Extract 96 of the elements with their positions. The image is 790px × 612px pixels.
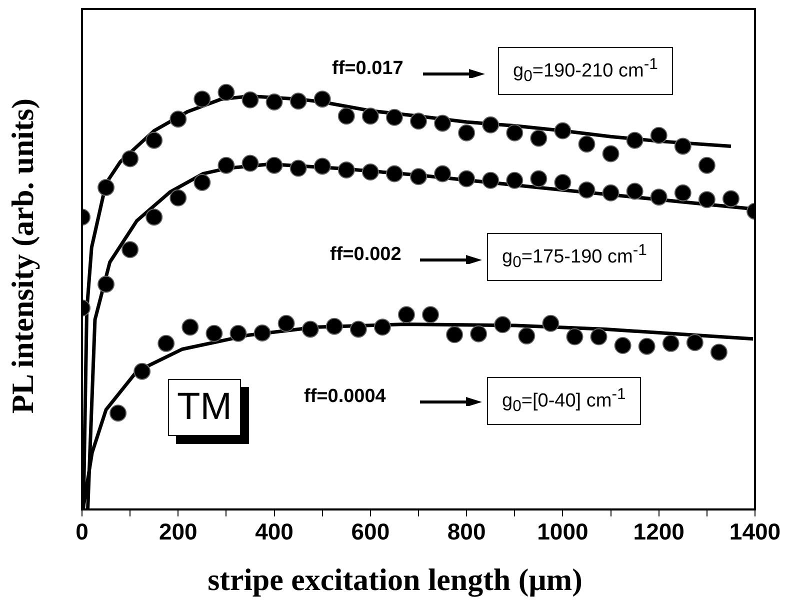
point bbox=[146, 132, 163, 149]
point bbox=[470, 325, 488, 342]
annotation: g$_{0}$=175-190 cm$^{-1}$ bbox=[487, 233, 662, 282]
point bbox=[506, 124, 524, 142]
point bbox=[506, 172, 524, 189]
point bbox=[170, 110, 187, 128]
point bbox=[194, 174, 211, 191]
point bbox=[110, 404, 127, 422]
point bbox=[650, 126, 668, 144]
point bbox=[386, 165, 403, 182]
point bbox=[242, 91, 259, 108]
point bbox=[662, 334, 680, 352]
point bbox=[362, 164, 379, 181]
point bbox=[146, 208, 163, 226]
point bbox=[194, 90, 211, 108]
point bbox=[578, 136, 596, 153]
point bbox=[266, 93, 283, 110]
point bbox=[158, 334, 175, 352]
point bbox=[338, 161, 355, 178]
x-tick-label: 1400 bbox=[729, 518, 781, 545]
point bbox=[674, 138, 692, 155]
point bbox=[290, 160, 307, 177]
point bbox=[410, 112, 427, 130]
point bbox=[266, 156, 283, 174]
annotation: ff=0.0004 bbox=[304, 386, 386, 408]
point bbox=[710, 344, 728, 361]
point bbox=[350, 320, 367, 338]
point bbox=[722, 190, 740, 208]
point bbox=[602, 184, 620, 202]
point bbox=[518, 327, 536, 344]
point bbox=[134, 362, 151, 380]
point bbox=[554, 174, 572, 191]
point bbox=[446, 326, 464, 344]
point bbox=[242, 154, 259, 172]
point bbox=[122, 150, 139, 168]
point bbox=[626, 182, 644, 200]
point bbox=[626, 132, 644, 149]
x-tick-label: 400 bbox=[255, 518, 294, 545]
annotation: ff=0.002 bbox=[330, 244, 402, 266]
point bbox=[602, 145, 620, 162]
point bbox=[362, 108, 379, 125]
point bbox=[698, 191, 716, 208]
y-axis-title: PL intensity (arb. units) bbox=[5, 98, 41, 414]
point bbox=[590, 328, 608, 346]
point bbox=[458, 124, 476, 142]
point bbox=[566, 328, 584, 346]
point bbox=[494, 316, 512, 334]
x-tick-label: 1200 bbox=[633, 518, 684, 545]
point bbox=[170, 189, 187, 206]
point bbox=[326, 318, 343, 335]
x-tick-label: 200 bbox=[158, 518, 198, 545]
point bbox=[482, 116, 500, 134]
point bbox=[410, 168, 427, 186]
annotation: TM bbox=[168, 379, 241, 436]
point bbox=[482, 172, 500, 189]
point bbox=[434, 114, 452, 132]
point bbox=[614, 337, 632, 354]
point bbox=[674, 184, 692, 202]
point bbox=[530, 130, 548, 147]
point bbox=[98, 276, 115, 293]
text: ff=0.017 bbox=[332, 58, 404, 80]
point bbox=[302, 320, 319, 338]
point bbox=[530, 170, 548, 188]
x-tick-label: 0 bbox=[76, 518, 88, 545]
point bbox=[338, 108, 355, 125]
point bbox=[314, 158, 331, 175]
point bbox=[314, 90, 331, 108]
point bbox=[218, 156, 235, 174]
point bbox=[230, 324, 247, 342]
point bbox=[122, 241, 139, 258]
text: g$_{0}$=190-210 cm$^{-1}$ bbox=[498, 47, 673, 96]
x-tick-label: 1000 bbox=[537, 518, 588, 545]
point bbox=[554, 122, 572, 140]
point bbox=[98, 178, 115, 196]
point bbox=[374, 318, 391, 336]
point bbox=[578, 181, 596, 198]
point bbox=[458, 170, 476, 188]
point bbox=[218, 84, 235, 101]
point bbox=[386, 108, 403, 126]
point bbox=[434, 165, 452, 182]
point bbox=[254, 324, 271, 342]
point bbox=[206, 324, 223, 342]
point bbox=[542, 314, 560, 332]
x-tick-label: 800 bbox=[447, 518, 486, 545]
point bbox=[698, 156, 716, 174]
x-tick-label: 600 bbox=[351, 518, 390, 545]
point bbox=[398, 306, 415, 324]
point bbox=[278, 314, 295, 332]
annotation: g$_{0}$=[0-40] cm$^{-1}$ bbox=[487, 377, 641, 426]
point bbox=[638, 338, 656, 355]
x-axis-title: stripe excitation length (μm) bbox=[206, 562, 584, 598]
point bbox=[182, 318, 199, 336]
point bbox=[422, 306, 440, 324]
point bbox=[686, 334, 704, 352]
point bbox=[650, 188, 668, 206]
point bbox=[290, 92, 307, 110]
